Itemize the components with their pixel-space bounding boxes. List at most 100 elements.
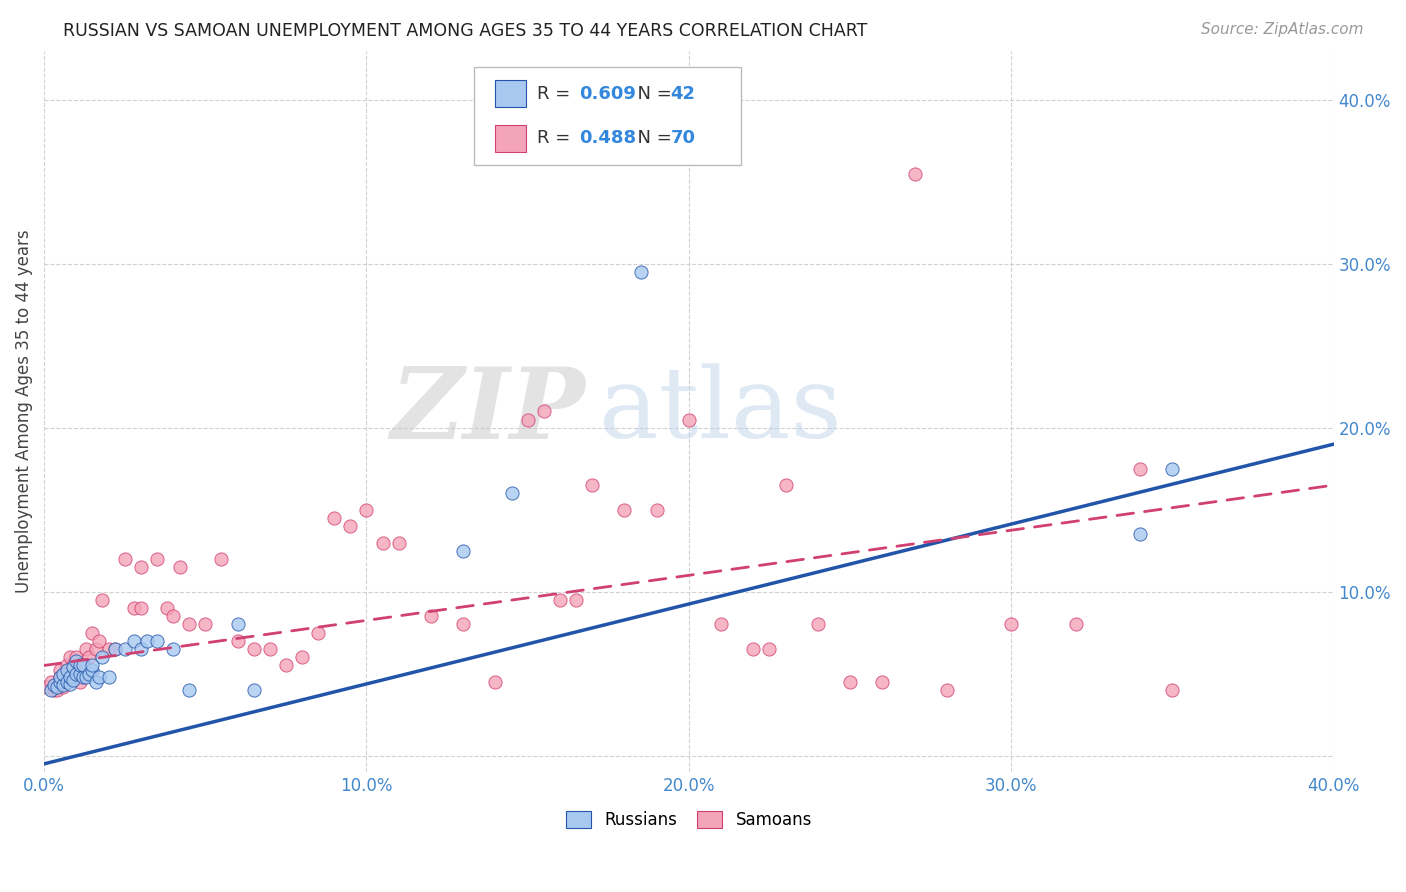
Point — [710, 617, 733, 632]
Point — [39, 683, 62, 698]
Point — [839, 674, 862, 689]
Point — [533, 404, 555, 418]
Point — [59, 670, 82, 684]
Point — [162, 609, 184, 624]
Point — [65, 664, 87, 678]
Point — [371, 535, 394, 549]
Point — [678, 412, 700, 426]
Point — [156, 601, 179, 615]
Point — [97, 642, 120, 657]
Point — [82, 664, 104, 678]
Point — [114, 552, 136, 566]
Text: 0.609: 0.609 — [579, 85, 636, 103]
Point — [124, 601, 146, 615]
Point — [935, 683, 957, 698]
Point — [91, 650, 114, 665]
Point — [226, 617, 249, 632]
Text: ZIP: ZIP — [391, 363, 586, 459]
Point — [1129, 462, 1152, 476]
Text: 0.488: 0.488 — [579, 129, 637, 147]
Point — [242, 683, 264, 698]
Y-axis label: Unemployment Among Ages 35 to 44 years: Unemployment Among Ages 35 to 44 years — [15, 229, 32, 593]
Point — [59, 650, 82, 665]
Point — [62, 660, 84, 674]
Point — [97, 670, 120, 684]
Point — [630, 265, 652, 279]
Point — [87, 633, 110, 648]
Point — [169, 560, 191, 574]
Point — [84, 642, 107, 657]
Point — [451, 617, 474, 632]
Point — [55, 674, 77, 689]
Text: Source: ZipAtlas.com: Source: ZipAtlas.com — [1201, 22, 1364, 37]
Point — [124, 633, 146, 648]
Point — [613, 502, 636, 516]
Point — [903, 167, 925, 181]
Point — [129, 642, 152, 657]
Point — [872, 674, 894, 689]
Text: RUSSIAN VS SAMOAN UNEMPLOYMENT AMONG AGES 35 TO 44 YEARS CORRELATION CHART: RUSSIAN VS SAMOAN UNEMPLOYMENT AMONG AGE… — [63, 22, 868, 40]
Point — [49, 664, 72, 678]
Point — [758, 642, 780, 657]
Point — [242, 642, 264, 657]
Point — [388, 535, 411, 549]
Point — [226, 633, 249, 648]
Point — [55, 664, 77, 678]
Point — [581, 478, 603, 492]
Point — [136, 633, 159, 648]
Point — [69, 658, 91, 673]
Point — [55, 658, 77, 673]
Point — [209, 552, 232, 566]
Point — [1161, 462, 1184, 476]
Point — [484, 674, 506, 689]
Point — [69, 666, 91, 681]
Point — [1064, 617, 1087, 632]
Point — [82, 625, 104, 640]
Point — [75, 642, 97, 657]
Point — [42, 678, 65, 692]
Point — [39, 674, 62, 689]
Point — [46, 680, 69, 694]
Text: atlas: atlas — [599, 363, 841, 459]
Point — [146, 552, 169, 566]
Point — [645, 502, 668, 516]
Point — [65, 666, 87, 681]
Point — [501, 486, 523, 500]
Point — [1161, 683, 1184, 698]
Point — [52, 678, 75, 692]
Text: N =: N = — [626, 129, 678, 147]
Point — [82, 658, 104, 673]
Point — [49, 670, 72, 684]
Text: R =: R = — [537, 85, 576, 103]
Point — [104, 642, 127, 657]
Point — [129, 560, 152, 574]
Point — [146, 633, 169, 648]
Point — [77, 666, 100, 681]
Point — [451, 543, 474, 558]
Point — [65, 654, 87, 668]
Point — [1000, 617, 1022, 632]
Point — [49, 674, 72, 689]
Point — [59, 670, 82, 684]
Text: N =: N = — [626, 85, 678, 103]
Legend: Russians, Samoans: Russians, Samoans — [560, 805, 818, 836]
Point — [37, 680, 59, 694]
Point — [42, 683, 65, 698]
Point — [1129, 527, 1152, 541]
Point — [75, 670, 97, 684]
Point — [46, 683, 69, 698]
Point — [323, 511, 346, 525]
Point — [91, 593, 114, 607]
Point — [565, 593, 588, 607]
Point — [420, 609, 443, 624]
Text: R =: R = — [537, 129, 576, 147]
Point — [129, 601, 152, 615]
Point — [516, 412, 538, 426]
Point — [162, 642, 184, 657]
Point — [49, 670, 72, 684]
Point — [307, 625, 329, 640]
Point — [194, 617, 217, 632]
Point — [179, 617, 201, 632]
Point — [259, 642, 281, 657]
Point — [742, 642, 765, 657]
